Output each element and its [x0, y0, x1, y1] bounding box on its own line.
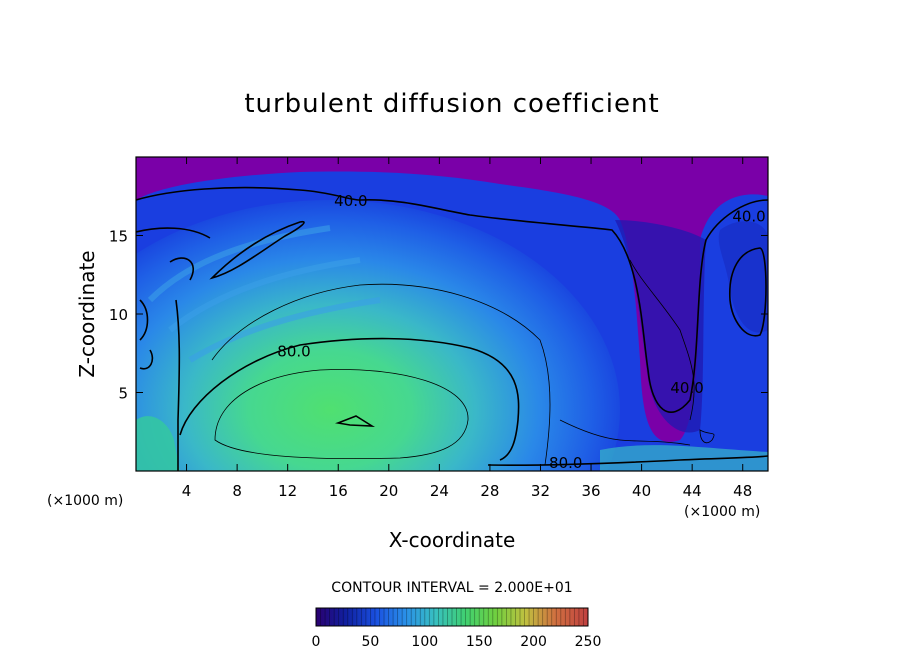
- x-axis-unit-left: (×1000 m): [47, 493, 123, 509]
- x-tick-label: 4: [182, 482, 192, 500]
- contour-line-right-wiggles: [559, 259, 715, 446]
- colorbar: 0 50 100 150 200 250: [312, 607, 602, 650]
- colorbar-tick-label: 200: [520, 634, 547, 650]
- contour-label: 40.0: [334, 192, 367, 210]
- colorbar-tick-label: 50: [361, 634, 379, 650]
- contour-line-40-right-eddy: [729, 247, 767, 337]
- x-tick-label: 12: [278, 482, 297, 500]
- field-bottom-left: [136, 416, 180, 471]
- contour-interval-label: CONTOUR INTERVAL = 2.000E+01: [331, 580, 572, 596]
- contour-labels: 40.0 40.0 80.0 80.0 40.0: [277, 192, 765, 472]
- contour-label: 40.0: [732, 208, 765, 226]
- x-axis-label: X-coordinate: [389, 528, 516, 552]
- contour-label: 80.0: [549, 454, 582, 472]
- x-tick-label: 20: [379, 482, 398, 500]
- y-axis-label: Z-coordinate: [75, 250, 99, 377]
- contour-line-140: [334, 415, 376, 427]
- contour-line-40-left: [136, 227, 211, 471]
- colorbar-fill: [316, 608, 588, 626]
- colorbar-frame: [315, 607, 589, 627]
- x-tick-label: 44: [683, 482, 702, 500]
- y-tick-label: 10: [109, 306, 128, 324]
- y-tick-label: 5: [118, 385, 128, 403]
- colorbar-stripes: [320, 608, 584, 626]
- x-axis-unit-right: (×1000 m): [684, 504, 760, 520]
- colorbar-tick-label: 150: [466, 634, 493, 650]
- chart-title: turbulent diffusion coefficient: [244, 89, 659, 119]
- colorbar-tick-label: 0: [312, 634, 321, 650]
- contour-label: 80.0: [277, 343, 310, 361]
- x-tick-label: 16: [329, 482, 348, 500]
- contour-line-100: [214, 369, 469, 460]
- colorbar-tick-labels: 0 50 100 150 200 250: [312, 634, 602, 650]
- y-axis-ticks: 5 10 15: [109, 228, 768, 403]
- x-tick-label: 48: [733, 482, 752, 500]
- field-left-streaks: [147, 225, 381, 363]
- x-tick-label: 24: [430, 482, 449, 500]
- x-tick-label: 8: [232, 482, 242, 500]
- y-tick-label: 15: [109, 228, 128, 246]
- colorbar-tick-label: 100: [411, 634, 438, 650]
- x-tick-label: 28: [480, 482, 499, 500]
- field-core: [136, 200, 620, 471]
- x-axis-ticks: 4 8 12 16 20 24 28 32 36 40 44 48: [182, 157, 752, 500]
- colorbar-tick-label: 250: [575, 634, 602, 650]
- plot-area: [136, 157, 768, 471]
- contour-line-60-inner: [211, 283, 551, 466]
- x-tick-label: 36: [581, 482, 600, 500]
- contour-line-40-upper: [136, 186, 768, 413]
- x-tick-label: 32: [531, 482, 550, 500]
- contour-line-80-bottom: [487, 455, 768, 467]
- x-tick-label: 40: [632, 482, 651, 500]
- contour-label: 40.0: [670, 379, 703, 397]
- contour-line-40-band: [209, 220, 305, 280]
- contour-line-80: [179, 337, 520, 461]
